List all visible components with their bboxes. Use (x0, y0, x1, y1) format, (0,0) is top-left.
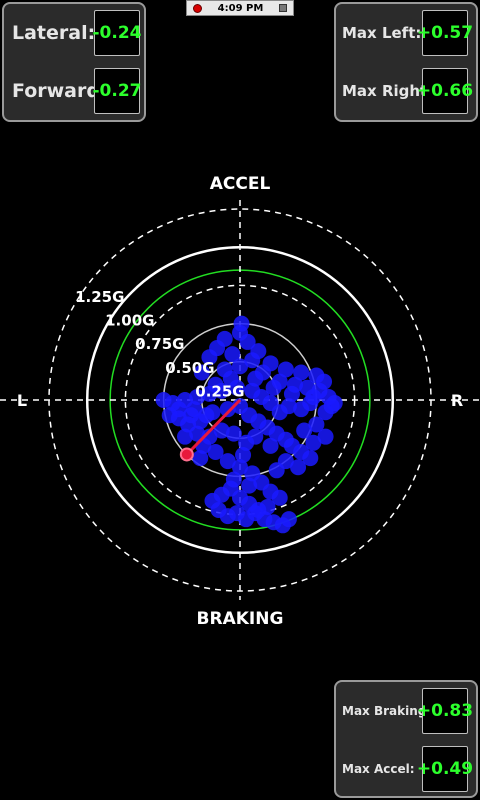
trace-point (225, 425, 242, 442)
max-longitudinal-panel: Max Braking: +0.83 Max Accel: +0.49 (334, 680, 478, 798)
trace-point (283, 385, 300, 402)
trace-point (268, 462, 285, 479)
trace-point (219, 401, 236, 418)
trace-point (308, 416, 325, 433)
braking-label: BRAKING (197, 609, 284, 629)
record-icon (193, 3, 202, 13)
max-right-value: +0.66 (417, 68, 473, 114)
trace-point (219, 453, 236, 470)
trace-point (293, 401, 310, 418)
left-label: L (17, 391, 27, 410)
trace-point (201, 349, 218, 366)
trace-point (302, 450, 319, 467)
trace-point (239, 333, 256, 350)
status-time: 4:09 PM (217, 2, 264, 14)
current-g-panel: Lateral: -0.24 Forward: -0.27 (2, 2, 146, 122)
trace-point (317, 428, 334, 445)
max-braking-row: Max Braking: +0.83 (336, 684, 476, 738)
trace-point (293, 364, 310, 381)
current-g-vector (185, 398, 242, 456)
max-accel-value: +0.49 (417, 746, 473, 792)
lateral-value: -0.24 (93, 10, 142, 56)
trace-point (262, 437, 279, 454)
max-left-row: Max Left: +0.57 (336, 6, 476, 60)
trace-point (161, 407, 178, 424)
trace-point (224, 346, 241, 363)
max-accel-row: Max Accel: +0.49 (336, 742, 476, 796)
accel-label: ACCEL (210, 174, 271, 194)
trace-point (155, 392, 172, 408)
trace-point (296, 422, 313, 439)
trace-point (193, 364, 210, 381)
stop-icon (279, 4, 287, 12)
forward-value: -0.27 (93, 68, 142, 114)
ring-label: 1.25G (75, 288, 124, 306)
trace-point (225, 471, 242, 488)
ring-label: 1.00G (105, 312, 154, 330)
trace-point (176, 428, 193, 445)
max-accel-label: Max Accel: (342, 762, 415, 776)
g-ring-labels: 0.25G 0.50G 0.75G 1.00G 1.25G (75, 288, 245, 400)
trace-point (192, 450, 209, 467)
max-braking-value: +0.83 (417, 688, 473, 734)
trace-point (232, 358, 248, 375)
trace-point (186, 401, 203, 418)
trace-point (244, 352, 261, 369)
lateral-row: Lateral: -0.24 (4, 6, 144, 60)
g-trace (155, 315, 343, 534)
trace-point (238, 434, 255, 451)
trace-point (213, 422, 230, 439)
max-lateral-panel: Max Left: +0.57 Max Right: +0.66 (334, 2, 478, 122)
max-left-value: +0.57 (417, 10, 473, 56)
trace-point (241, 477, 258, 494)
current-g-marker (179, 447, 194, 462)
trace-point (189, 388, 206, 405)
max-left-label: Max Left: (342, 24, 422, 42)
trace-point (265, 379, 282, 396)
trace-point (280, 511, 297, 528)
max-right-label: Max Right: (342, 82, 434, 100)
trace-point (198, 407, 215, 424)
max-right-row: Max Right: +0.66 (336, 64, 476, 118)
trace-point (222, 370, 239, 387)
trace-point (244, 382, 261, 399)
trace-point (317, 404, 334, 421)
forward-row: Forward: -0.27 (4, 64, 144, 118)
trace-point (299, 379, 316, 396)
trace-point (305, 434, 322, 451)
ring-label: 0.50G (165, 359, 214, 377)
trace-point (247, 370, 264, 387)
forward-label: Forward: (12, 80, 108, 102)
trace-point (207, 443, 224, 460)
lateral-label: Lateral: (12, 22, 96, 44)
right-label: R (451, 391, 463, 410)
trace-point (207, 376, 224, 393)
trace-point (277, 361, 294, 378)
max-braking-label: Max Braking: (342, 704, 432, 718)
trace-point (235, 447, 252, 464)
ring-label: 0.25G (195, 382, 244, 400)
ring-label: 0.75G (135, 335, 184, 353)
trace-point (271, 489, 288, 506)
status-bar: 4:09 PM (186, 0, 294, 16)
trace-point (290, 459, 307, 476)
trace-point (232, 459, 248, 476)
